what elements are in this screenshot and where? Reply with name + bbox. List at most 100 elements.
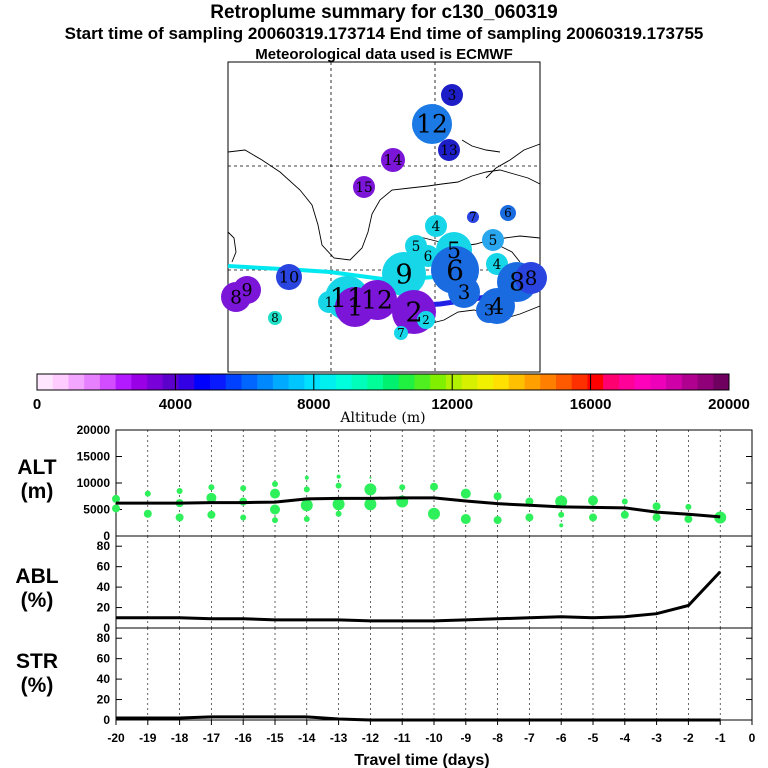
plume-circle xyxy=(448,276,480,308)
x-tick-label: -11 xyxy=(394,731,411,745)
colorbar-swatch xyxy=(571,374,588,390)
panel-abl: 0 20 40 60 80 xyxy=(97,535,753,635)
plume-day-label: 14 xyxy=(384,151,403,169)
x-tick-label: -7 xyxy=(524,731,535,745)
altitude-dot xyxy=(272,481,278,488)
colorbar-swatch xyxy=(634,374,651,390)
plume-day-label: 3 xyxy=(448,88,457,104)
altitude-dot xyxy=(684,515,693,524)
colorbar-tick-label: 0 xyxy=(33,396,41,413)
y-tick-label: 0 xyxy=(103,621,110,635)
altitude-dot xyxy=(240,485,247,492)
x-tick-label: -19 xyxy=(139,731,157,745)
altitude-dot xyxy=(208,484,215,491)
altitude-dot xyxy=(620,510,629,519)
x-tick-label: -20 xyxy=(107,731,125,745)
colorbar-swatch xyxy=(288,374,305,390)
y-tick-label: 15000 xyxy=(77,450,111,464)
colorbar-swatch xyxy=(713,374,730,390)
str-label: STR (%) xyxy=(16,650,58,697)
fraction-line xyxy=(116,715,721,722)
colorbar-swatch xyxy=(666,374,683,390)
plume-day-label: 5 xyxy=(412,239,421,255)
colorbar-swatch xyxy=(367,374,384,390)
plume-day-label: 12 xyxy=(416,110,448,139)
altitude-dot xyxy=(144,490,151,497)
altitude-dot xyxy=(428,507,440,520)
alt-panel-label: ALT (m) xyxy=(2,456,72,504)
colorbar-swatch xyxy=(320,374,337,390)
y-tick-label: 20000 xyxy=(77,423,111,437)
colorbar-swatch xyxy=(383,374,400,390)
altitude-colorbar: 0 4000 8000 12000 16000 20000 Altitude (m) xyxy=(33,373,750,426)
altitude-dot xyxy=(652,502,661,511)
y-tick-label: 0 xyxy=(103,713,110,727)
x-tick-label: -3 xyxy=(651,731,662,745)
x-tick-label: -8 xyxy=(492,731,503,745)
altitude-dot xyxy=(460,488,471,499)
met-data-line: Meteorological data used is ECMWF xyxy=(255,46,513,63)
y-tick-label: 5000 xyxy=(83,503,110,517)
colorbar-tick-label: 12000 xyxy=(431,396,473,413)
x-tick-label: -18 xyxy=(171,731,189,745)
x-tick-label: -17 xyxy=(203,731,221,745)
colorbar-swatch xyxy=(210,374,227,390)
plume-circle xyxy=(515,262,547,294)
altitude-dot xyxy=(143,509,152,518)
plume-circle xyxy=(233,276,261,304)
altitude-dot xyxy=(176,487,183,494)
altitude-dot xyxy=(206,492,217,503)
colorbar-swatch xyxy=(335,374,352,390)
x-tick-label: -15 xyxy=(266,731,284,745)
colorbar-swatch xyxy=(445,374,463,390)
x-axis-label: Travel time (days) xyxy=(354,752,489,768)
altitude-dot xyxy=(300,499,313,512)
plume-day-label: 2 xyxy=(422,313,430,327)
map-frame xyxy=(227,61,541,373)
colorbar-swatch xyxy=(587,374,604,390)
y-tick-label: 80 xyxy=(97,539,111,553)
altitude-dot xyxy=(270,488,280,499)
colorbar-swatch xyxy=(194,374,211,390)
y-tick-label: 60 xyxy=(97,560,111,574)
plume-circle xyxy=(335,287,375,327)
plume-day-label: 4 xyxy=(432,219,441,235)
y-tick-label: 40 xyxy=(97,672,111,686)
x-tick-label: -6 xyxy=(556,731,567,745)
fraction-line xyxy=(116,570,722,623)
colorbar-swatch xyxy=(477,374,494,390)
plume-day-label: 7 xyxy=(469,210,477,224)
altitude-median-line xyxy=(116,496,721,519)
plume-day-label: 11 xyxy=(330,284,365,315)
altitude-dot xyxy=(240,514,247,521)
colorbar-swatch xyxy=(524,374,541,390)
plume-day-label: 13 xyxy=(440,143,457,159)
plume-day-label: 2 xyxy=(405,298,422,329)
colorbar-swatch xyxy=(178,374,195,390)
x-tick-label: -14 xyxy=(298,731,316,745)
plume-circle xyxy=(382,252,426,296)
colorbar-swatch xyxy=(461,374,478,390)
plume-day-label: 1 xyxy=(325,295,334,311)
x-tick-label: -13 xyxy=(330,731,348,745)
plume-circle xyxy=(394,326,408,340)
altitude-dot xyxy=(303,516,310,523)
altitude-dot xyxy=(369,476,372,479)
colorbar-swatch xyxy=(697,374,714,390)
altitude-dot xyxy=(175,513,184,522)
x-tick-label: -5 xyxy=(588,731,599,745)
colorbar-swatch xyxy=(68,374,85,390)
altitude-dot xyxy=(336,474,341,479)
plume-day-label: 3 xyxy=(484,301,494,320)
y-tick-label: 10000 xyxy=(77,476,111,490)
plume-day-label: 4 xyxy=(493,257,502,273)
plume-day-label: 6 xyxy=(424,249,433,265)
altitude-dot xyxy=(303,486,310,493)
altitude-dot xyxy=(399,484,406,491)
colorbar-swatch xyxy=(84,374,101,390)
plume-circle xyxy=(438,139,460,161)
altitude-dot xyxy=(589,513,597,522)
sampling-time-line: Start time of sampling 20060319.173714 E… xyxy=(64,24,704,43)
colorbar-swatch xyxy=(493,374,510,390)
